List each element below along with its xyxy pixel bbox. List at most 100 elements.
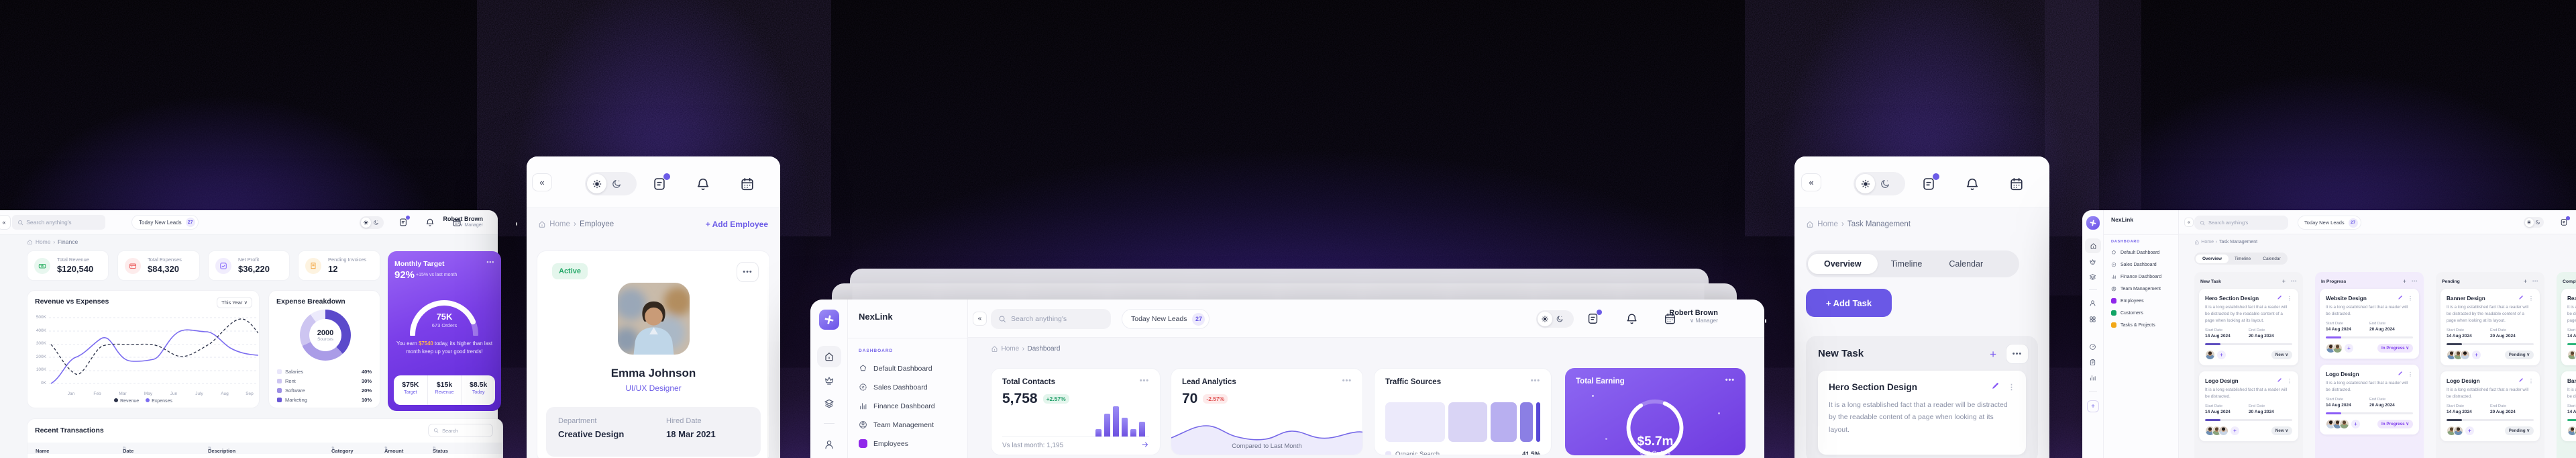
sidebar-item-finance-dashboard[interactable]: Finance Dashboard [859, 402, 935, 410]
card-menu-dots[interactable]: ⋮ [2528, 295, 2534, 302]
bell-icon[interactable] [696, 177, 710, 191]
breadcrumb[interactable]: Home › Employee [538, 220, 614, 228]
status-chip[interactable]: Pending ∨ [2504, 426, 2534, 436]
kanban-card[interactable]: Logo Design ⋮ It is a long established fa… [2320, 365, 2419, 435]
bell-icon[interactable] [425, 218, 435, 227]
theme-toggle[interactable] [1854, 172, 1905, 195]
rail-person-icon[interactable] [824, 439, 835, 453]
rail-crown-icon[interactable] [2089, 258, 2096, 267]
rail-barchart-icon[interactable] [2089, 374, 2096, 383]
calendar-icon[interactable] [1664, 312, 1676, 325]
add-assignee-icon[interactable]: + [2217, 351, 2226, 360]
tab-calendar[interactable]: Calendar [1949, 259, 1984, 269]
theme-toggle[interactable] [2524, 217, 2544, 228]
column-menu-dots[interactable]: ••• [2290, 279, 2297, 284]
section-add-icon[interactable]: + [1990, 348, 1996, 361]
rail-clipboard-icon[interactable] [2089, 359, 2096, 368]
stat-card-total-revenue[interactable]: Total Revenue $120,540 [27, 250, 109, 281]
sidebar-item-employees[interactable]: Employees [859, 439, 908, 448]
tab-calendar[interactable]: Calendar [2263, 256, 2281, 261]
pencil-icon[interactable] [2518, 295, 2524, 302]
kanban-card[interactable]: React Native App⋮ It is a long establish… [2561, 289, 2576, 366]
breadcrumb[interactable]: Home › Task Management [1806, 220, 1911, 228]
rail-crown-icon[interactable] [824, 375, 835, 389]
search-input[interactable] [2208, 220, 2279, 226]
column-menu-dots[interactable]: ••• [2411, 279, 2418, 284]
theme-toggle[interactable] [585, 172, 637, 195]
add-assignee-icon[interactable]: + [2351, 420, 2360, 429]
new-leads-pill[interactable]: Today New Leads 27 [131, 215, 199, 230]
pencil-icon[interactable] [2518, 377, 2524, 384]
sidebar-item-default-dashboard[interactable]: Default Dashboard [2111, 250, 2159, 255]
column-add-icon[interactable]: + [2523, 278, 2527, 285]
sidebar-collapse-button[interactable]: « [532, 173, 552, 191]
add-assignee-icon[interactable]: + [2345, 344, 2353, 353]
sidebar-collapse-button[interactable]: « [0, 215, 11, 230]
notes-icon[interactable] [1587, 309, 1603, 325]
search-input[interactable] [26, 219, 94, 226]
sidebar-item-tasks-projects[interactable]: Tasks & Projects [2111, 322, 2155, 328]
card-menu-dots[interactable]: ••• [1530, 377, 1540, 385]
notes-icon[interactable] [1921, 173, 1939, 191]
sidebar-collapse-button[interactable]: « [973, 312, 987, 326]
sidebar-item-team-management[interactable]: Team Management [2111, 286, 2161, 291]
card-menu-dots[interactable]: ⋮ [2528, 377, 2534, 384]
nexlink-logo[interactable] [2086, 216, 2100, 230]
user-menu[interactable]: Robert Brown ∨ Manager [1669, 309, 1718, 324]
kanban-card[interactable]: Logo Design ⋮ It is a long established fa… [2199, 371, 2298, 442]
kanban-card[interactable]: Banner Design⋮ It is a long established … [2561, 371, 2576, 442]
tab-overview[interactable]: Overview [1808, 254, 1878, 274]
card-menu-dots[interactable]: ⋮ [2008, 383, 2015, 392]
sidebar-item-customers[interactable]: Customers [2111, 310, 2143, 316]
theme-toggle[interactable] [1536, 310, 1574, 328]
rail-add-icon[interactable]: + [2087, 400, 2099, 412]
add-assignee-icon[interactable]: + [2465, 426, 2474, 436]
bell-icon[interactable] [1965, 177, 1980, 191]
notes-icon[interactable] [652, 173, 670, 191]
sidebar-item-employees[interactable]: Employees [2111, 298, 2144, 304]
chart-filter-select[interactable]: This Year ∨ [217, 297, 252, 308]
sidebar-collapse-button[interactable]: « [1801, 173, 1821, 191]
card-menu-dots[interactable]: ⋮ [2287, 377, 2292, 384]
task-card[interactable]: Hero Section Design ⋮ It is a long estab… [1818, 371, 2026, 455]
status-chip[interactable]: New ∨ [2271, 426, 2292, 436]
new-leads-pill[interactable]: Today New Leads 27 [1122, 309, 1210, 329]
pencil-icon[interactable] [1991, 381, 2000, 392]
breadcrumb[interactable]: Home › Dashboard [991, 345, 1060, 353]
pencil-icon[interactable] [2277, 295, 2282, 302]
pencil-icon[interactable] [2398, 295, 2403, 302]
pencil-icon[interactable] [2277, 377, 2282, 384]
notes-icon[interactable] [2560, 216, 2570, 226]
breadcrumb[interactable]: Home › Finance [27, 238, 78, 245]
card-menu-dots[interactable]: ••• [1342, 377, 1352, 385]
status-chip[interactable]: Pending ∨ [2504, 351, 2534, 360]
calendar-icon[interactable] [740, 177, 755, 191]
stat-card-net-profit[interactable]: Net Profit $36,220 [208, 250, 290, 281]
card-menu-dots[interactable]: ••• [1139, 377, 1149, 385]
rail-grid-icon[interactable] [2089, 316, 2096, 325]
stat-card-total-expenses[interactable]: Total Expenses $84,320 [117, 250, 200, 281]
rail-home-icon[interactable] [2085, 238, 2101, 253]
column-add-icon[interactable]: + [2282, 278, 2286, 285]
rail-person-icon[interactable] [2089, 300, 2096, 309]
sidebar-item-team-management[interactable]: Team Management [859, 420, 934, 429]
new-leads-pill[interactable]: Today New Leads 27 [2298, 216, 2361, 230]
bell-icon[interactable] [1625, 312, 1638, 325]
sidebar-collapse-button[interactable]: « [2184, 218, 2194, 227]
card-menu-dots[interactable]: ••• [737, 262, 759, 282]
tab-overview[interactable]: Overview [2196, 254, 2229, 263]
card-menu-dots[interactable]: ••• [1725, 376, 1735, 384]
card-menu-dots[interactable]: ••• [486, 259, 494, 265]
status-chip[interactable]: In Progress ∨ [2377, 420, 2413, 429]
add-assignee-icon[interactable]: + [2231, 426, 2239, 436]
arrow-right-icon[interactable] [1141, 441, 1149, 451]
sidebar-item-default-dashboard[interactable]: Default Dashboard [859, 364, 932, 373]
kanban-card[interactable]: Banner Design⋮ It is a long established … [2440, 289, 2540, 366]
kanban-card[interactable]: Website Design ⋮ It is a long established… [2320, 289, 2419, 359]
calendar-icon[interactable] [452, 218, 462, 227]
stat-card-pending-invoices[interactable]: Pending Invoices 12 [298, 250, 380, 281]
kanban-card[interactable]: Hero Section Design ⋮ It is a long establ… [2199, 289, 2298, 366]
add-task-button[interactable]: + Add Task [1806, 289, 1892, 317]
kanban-card[interactable]: Logo Design ⋮ It is a long established fa… [2440, 371, 2540, 442]
sidebar-item-finance-dashboard[interactable]: Finance Dashboard [2111, 274, 2161, 279]
